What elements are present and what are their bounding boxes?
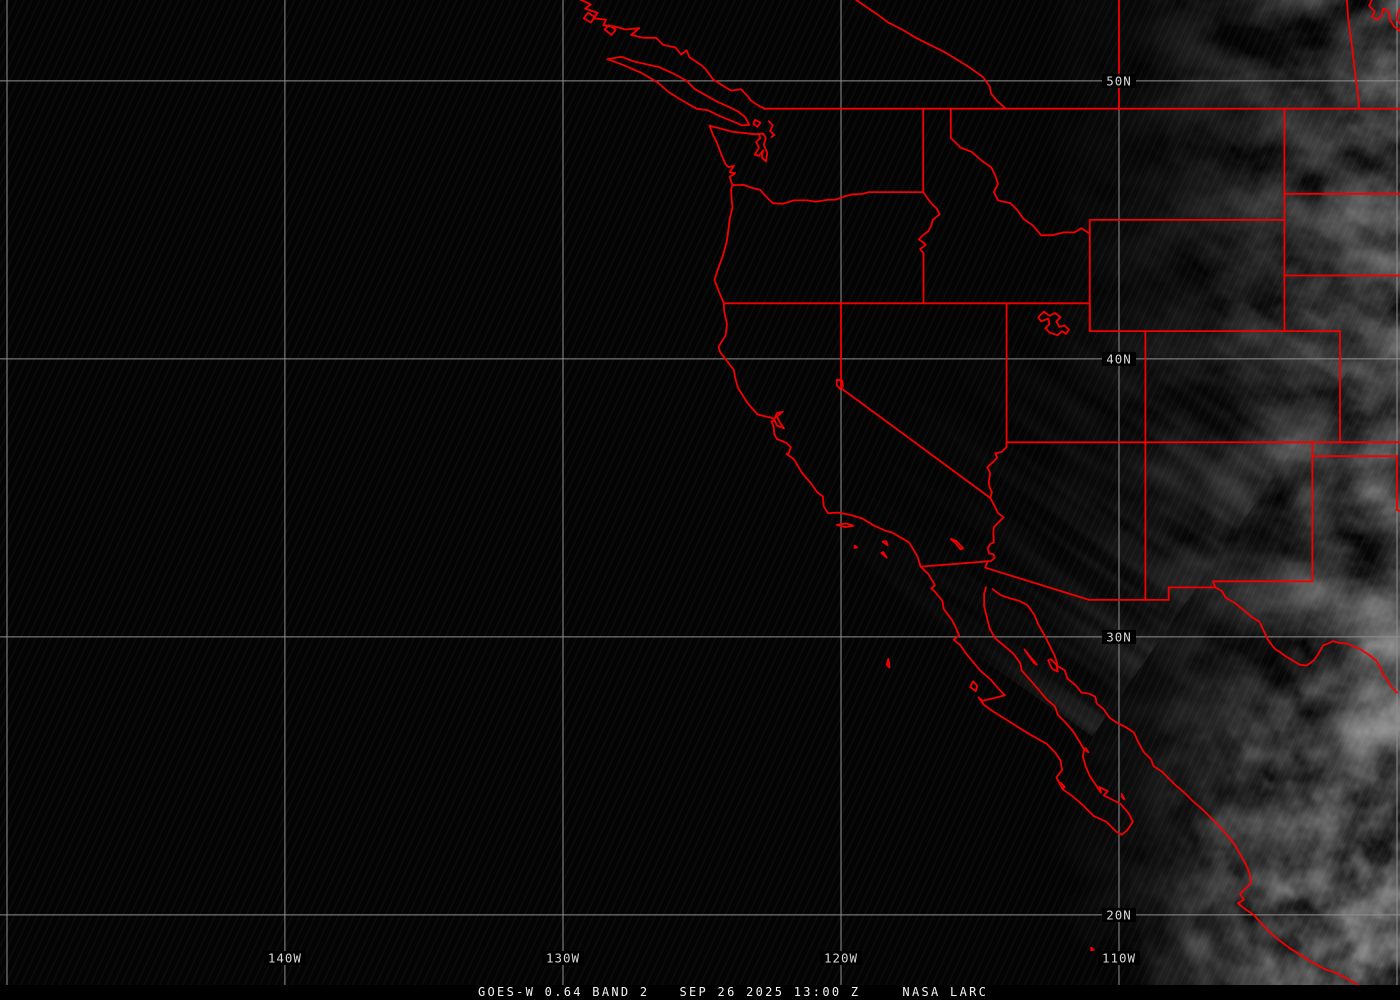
map-feature-san_nicolas_island <box>853 544 858 549</box>
map-feature-great_salt_lake <box>1037 310 1070 337</box>
grid-label-20N: 20N <box>1106 907 1132 922</box>
map-feature-id_mt_divide <box>949 136 1091 237</box>
grid-label-30N-bg <box>1102 629 1136 644</box>
map-feature-whidbey_channel <box>767 120 776 139</box>
map-feature-salton_sea <box>949 538 965 551</box>
map-feature-sf_bay <box>758 410 785 440</box>
map-feature-juan_de_fuca_south_shore <box>708 124 764 136</box>
grid-label-120W: 120W <box>824 951 858 966</box>
grid-label-20N-bg <box>1102 907 1136 922</box>
map-feature-channel_islands_north <box>835 522 855 528</box>
grid-label-130W: 130W <box>546 951 580 966</box>
map-feature-nv_az_colorado_river <box>986 441 1008 499</box>
grid-label-40N: 40N <box>1106 351 1132 366</box>
map-feature-central_south_ca_coast <box>776 438 922 568</box>
grid-label-30N: 30N <box>1106 629 1132 644</box>
map-feature-isla_cerralvo <box>1120 793 1126 801</box>
grid-label-130W-bg <box>542 951 584 965</box>
map-feature-isla_cedros <box>969 680 979 692</box>
map-feature-isla_angel_de_la_guarda <box>1023 648 1038 666</box>
map-feature-mx_border_nm <box>1088 586 1217 601</box>
map-feature-lake_winnipegosis_edge <box>1368 0 1400 32</box>
map-feature-santa_catalina_island <box>881 540 889 547</box>
caption-datetime: SEP 26 2025 13:00 Z <box>679 985 861 999</box>
caption-product: GOES-W 0.64 BAND 2 <box>478 985 650 999</box>
map-feature-wa_or_nca_coast <box>708 124 760 416</box>
caption-bar: GOES-W 0.64 BAND 2 SEP 26 2025 13:00 Z NAS… <box>0 985 1400 1000</box>
grid-label-140W: 140W <box>268 951 302 966</box>
map-feature-bc_mainland_coast <box>580 0 765 109</box>
cloud-texture-streaks <box>703 0 1400 769</box>
map-feature-rio_grande <box>1214 586 1398 694</box>
map-feature-isla_tiburon <box>1047 658 1059 673</box>
map-feature-sonora_sinaloa_coast <box>991 588 1361 985</box>
map-feature-tx_ok_panhandle <box>1311 455 1400 513</box>
map-feature-mx_border_california <box>919 560 989 568</box>
map-feature-san_clemente_island <box>880 551 888 559</box>
map-feature-or_id_snake_river <box>917 191 941 305</box>
map-feature-bc_island_b <box>603 24 617 36</box>
grid-label-50N: 50N <box>1106 73 1132 88</box>
map-feature-baja_peninsula <box>919 565 1134 836</box>
map-feature-columbia_river_border <box>731 183 925 205</box>
map-feature-nm_tx_border <box>1212 441 1314 589</box>
map-feature-puget_sound <box>753 132 769 163</box>
map-feature-bc_island_a <box>582 11 596 24</box>
grid-label-50N-bg <box>1102 73 1136 88</box>
map-feature-ca_nv_border <box>840 302 992 499</box>
map-feature-saskatchewan_manitoba <box>1346 0 1360 110</box>
grid-label-140W-bg <box>263 951 306 965</box>
map-feature-isla_socorro <box>1090 946 1095 952</box>
map-feature-isla_carmen <box>1084 747 1090 754</box>
grid-label-120W-bg <box>820 951 862 965</box>
map-feature-vancouver_island <box>606 55 751 127</box>
map-feature-bc_alberta_divide <box>855 0 1007 110</box>
grid-label-110W: 110W <box>1102 951 1136 966</box>
map-feature-mx_border_arizona <box>984 560 1091 601</box>
map-feature-san_juan_islands <box>752 118 762 128</box>
grid-label-40N-bg <box>1102 351 1136 366</box>
map-feature-magdalena_hook <box>1059 781 1066 790</box>
caption-credit: NASA LARC <box>902 985 989 999</box>
grid-label-110W-bg <box>1098 951 1140 965</box>
map-feature-ca_az_colorado_river <box>986 496 1005 563</box>
map-feature-isla_guadalupe <box>885 658 891 669</box>
map-feature-lake_tahoe <box>835 378 844 390</box>
